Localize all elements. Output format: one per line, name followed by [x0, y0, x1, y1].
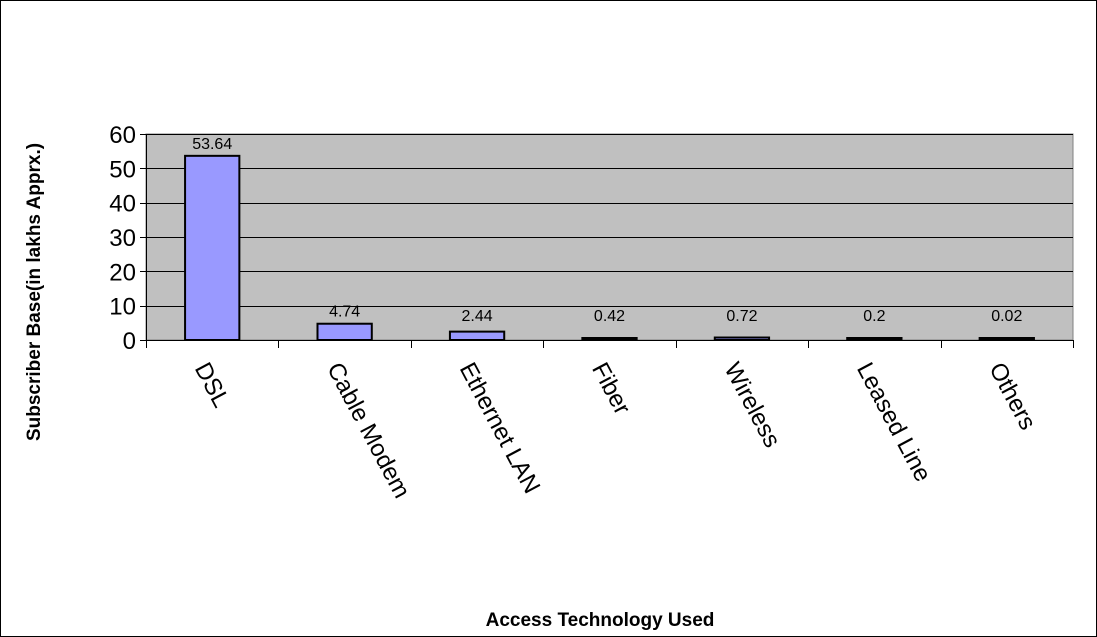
y-tick-label: 40: [109, 191, 136, 218]
y-tick-label: 50: [109, 156, 136, 183]
bars: [184, 154, 1035, 342]
x-tick-label: Leased Line: [851, 358, 936, 486]
data-label: 0.42: [594, 308, 625, 325]
data-label: 4.74: [329, 304, 360, 321]
x-tick-label: Cable Modem: [321, 358, 415, 503]
gridlines: [146, 134, 1073, 307]
y-tick-label: 10: [109, 294, 136, 321]
data-label: 0.72: [726, 308, 757, 325]
bar-dsl: [184, 154, 241, 341]
bar-others: [978, 337, 1035, 341]
x-tick-label: Wireless: [719, 358, 786, 452]
y-tick-label: 30: [109, 225, 136, 252]
y-tick-label: 0: [123, 328, 136, 355]
bar-leased-line: [846, 337, 903, 341]
data-label: 2.44: [462, 308, 493, 325]
x-axis-title: Access Technology Used: [486, 610, 715, 631]
x-tick-label: Fiber: [586, 358, 636, 419]
axes: [140, 134, 1074, 348]
x-tick-labels: DSL Cable Modem Ethernet LAN Fiber Wireless L…: [189, 358, 1041, 503]
y-tick-label: 60: [109, 122, 136, 149]
bar-fiber: [581, 337, 638, 341]
data-label: 0.02: [991, 308, 1022, 325]
y-axis-title: Subscriber Base(in lakhs Apprx.): [24, 143, 45, 441]
y-tick-labels: 0 10 20 30 40 50 60: [109, 122, 136, 355]
bar-ethernet-lan: [448, 330, 506, 342]
data-label: 53.64: [192, 136, 232, 153]
data-labels: 53.64 4.74 2.44 0.42 0.72 0.2 0.02: [192, 136, 1022, 325]
x-tick-label: DSL: [189, 358, 235, 412]
bar-wireless: [713, 336, 771, 342]
x-tick-label: Ethernet LAN: [454, 358, 545, 498]
data-label: 0.2: [863, 308, 885, 325]
bar-cable-modem: [316, 322, 373, 342]
y-tick-label: 20: [109, 259, 136, 286]
x-tick-label: Others: [983, 358, 1041, 434]
